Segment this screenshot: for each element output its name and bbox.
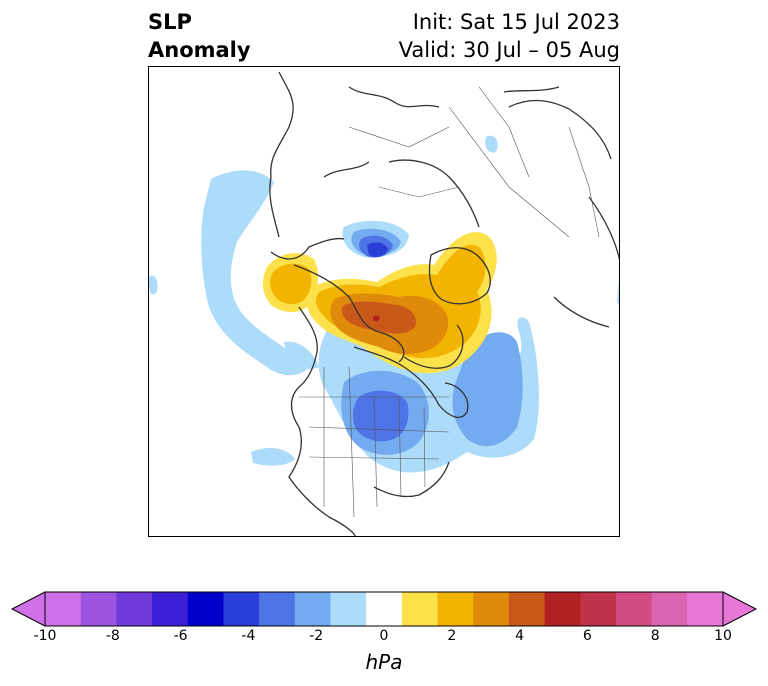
colorbar-tick-label: 8 — [650, 628, 660, 644]
date-info: Init: Sat 15 Jul 2023 Valid: 30 Jul – 05… — [399, 8, 620, 64]
coastlines — [269, 71, 619, 536]
colorbar-tick-label: -10 — [33, 628, 57, 644]
colorbar-tick-label: 10 — [714, 628, 732, 644]
anomaly-neg-4 — [367, 242, 388, 257]
colorbar-segment — [437, 592, 474, 626]
colorbar-segment — [687, 592, 724, 626]
colorbar-segment — [508, 592, 546, 626]
colorbar-unit: hPa — [365, 650, 403, 674]
colorbar-segment — [580, 592, 617, 626]
title-line-2: Anomaly — [148, 38, 251, 62]
colorbar-segment — [259, 592, 296, 626]
colorbar-segment — [187, 592, 224, 626]
colorbar-segment — [330, 592, 367, 626]
colorbar-segment — [45, 592, 82, 626]
colorbar-segment — [223, 592, 260, 626]
colorbar — [10, 588, 758, 632]
colorbar-extend-min — [10, 591, 46, 627]
init-date: Init: Sat 15 Jul 2023 — [412, 10, 620, 34]
colorbar-segment — [80, 592, 117, 626]
map-title: SLP Anomaly — [148, 8, 251, 64]
colorbar-segment — [366, 592, 403, 626]
colorbar-frame — [44, 591, 724, 627]
colorbar-extend-max — [722, 591, 758, 627]
colorbar-tick-label: -4 — [241, 628, 256, 644]
colorbar-segment — [615, 592, 653, 626]
valid-date: Valid: 30 Jul – 05 Aug — [398, 38, 620, 62]
colorbar-tick-label: 0 — [379, 628, 389, 644]
colorbar-tick-label: 6 — [582, 628, 592, 644]
colorbar-segment — [152, 592, 189, 626]
anomaly-map — [149, 71, 619, 536]
colorbar-segment — [544, 592, 581, 626]
borders — [299, 86, 600, 518]
anomaly-pos-5 — [372, 315, 380, 322]
colorbar-tick-label: -8 — [105, 628, 120, 644]
colorbar-segment — [116, 592, 153, 626]
colorbar-tick-label: -6 — [173, 628, 188, 644]
colorbar-segment — [401, 592, 439, 626]
colorbar-segment — [294, 592, 331, 626]
colorbar-segment — [651, 592, 688, 626]
colorbar-scale — [10, 591, 758, 627]
colorbar-tick-label: 4 — [515, 628, 525, 644]
colorbar-tick-label: 2 — [447, 628, 457, 644]
colorbar-segment — [473, 592, 510, 626]
map-panel — [148, 66, 620, 537]
title-line-1: SLP — [148, 10, 192, 34]
colorbar-tick-label: -2 — [309, 628, 324, 644]
